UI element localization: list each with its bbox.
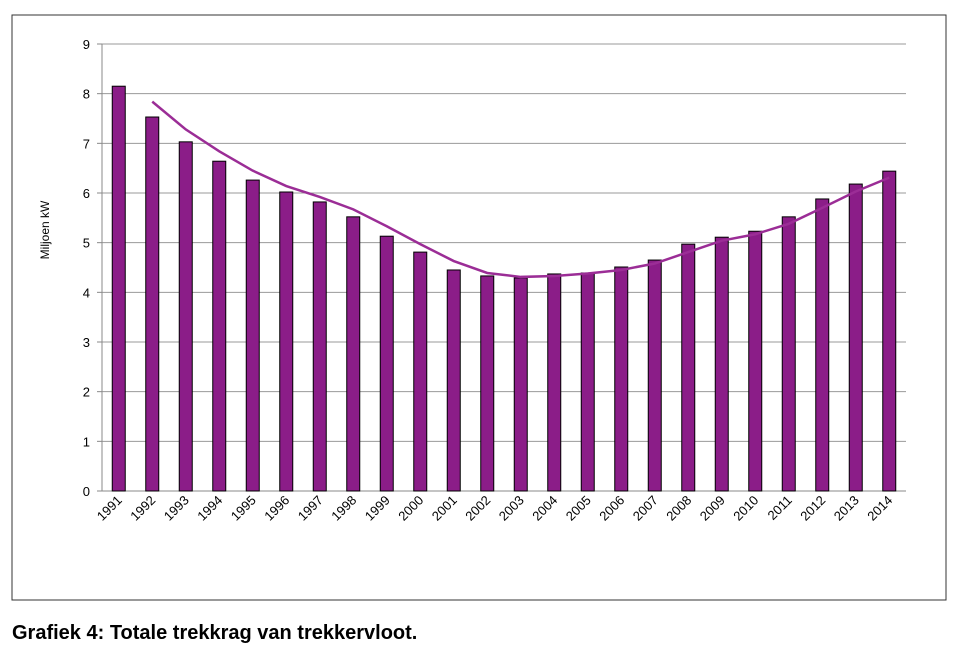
bar: [413, 251, 428, 492]
bar: [379, 235, 394, 492]
bar: [781, 216, 796, 492]
bar: [245, 179, 260, 492]
bar: [312, 201, 327, 492]
bar: [815, 198, 830, 492]
y-tick-label: 2: [83, 385, 90, 400]
bar: [882, 170, 897, 492]
y-tick-label: 9: [83, 37, 90, 52]
bar: [748, 230, 763, 492]
y-tick-label: 6: [83, 186, 90, 201]
trend-line: [151, 100, 890, 279]
y-axis-label: Miljoen kW: [38, 200, 52, 259]
bar: [681, 243, 696, 492]
y-tick-label: 8: [83, 87, 90, 102]
y-tick-label: 4: [83, 285, 90, 300]
bar: [446, 269, 461, 492]
bar: [111, 85, 126, 492]
bar: [346, 216, 361, 492]
bar: [647, 259, 662, 492]
y-tick-label: 0: [83, 484, 90, 499]
y-tick-label: 5: [83, 236, 90, 251]
bar: [480, 275, 495, 492]
bar: [580, 272, 595, 492]
bar: [547, 273, 562, 492]
bar: [614, 266, 629, 492]
caption: Grafiek 4: Totale trekkrag van trekkervl…: [12, 622, 417, 644]
bar: [279, 191, 294, 492]
bar: [714, 236, 729, 492]
bar: [848, 183, 863, 492]
y-tick-label: 3: [83, 335, 90, 350]
bar: [145, 116, 160, 492]
bar: [212, 160, 227, 492]
bar: [513, 277, 528, 492]
bar: [178, 141, 193, 492]
y-tick-label: 1: [83, 434, 90, 449]
y-tick-label: 7: [83, 136, 90, 151]
